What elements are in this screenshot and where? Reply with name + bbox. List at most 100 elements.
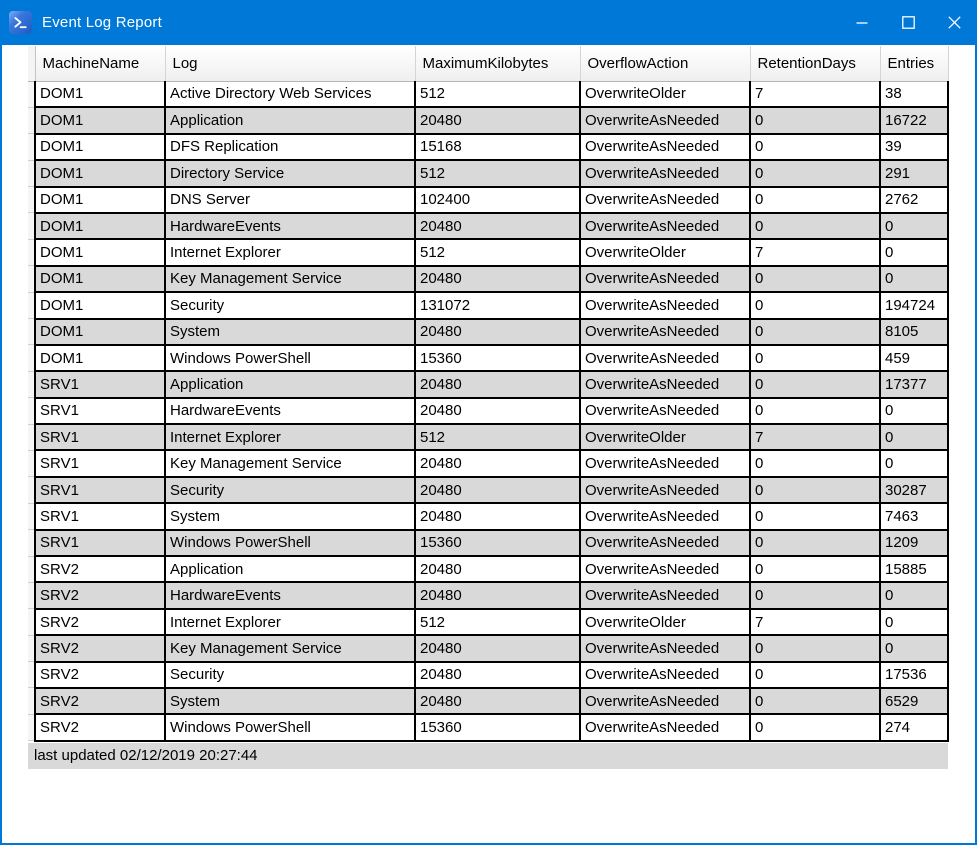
cell-entries[interactable]: 7463	[880, 503, 949, 531]
cell-maximum-kilobytes[interactable]: 512	[415, 424, 581, 452]
row-header-strip[interactable]	[28, 344, 36, 372]
table-row[interactable]: DOM1 DNS Server 102400 OverwriteAsNeeded 0 27…	[28, 186, 949, 214]
cell-machine-name[interactable]: SRV1	[35, 529, 166, 558]
column-header-machine-name[interactable]: MachineName	[35, 46, 166, 82]
cell-entries[interactable]: 16722	[880, 107, 949, 135]
cell-log[interactable]: System	[165, 318, 416, 346]
cell-overflow-action[interactable]: OverwriteAsNeeded	[580, 133, 751, 162]
row-header-strip[interactable]	[28, 107, 36, 135]
cell-overflow-action[interactable]: OverwriteAsNeeded	[580, 635, 751, 663]
cell-machine-name[interactable]: DOM1	[35, 292, 166, 320]
cell-machine-name[interactable]: SRV2	[35, 608, 166, 637]
cell-log[interactable]: Windows PowerShell	[165, 529, 416, 558]
row-header-strip[interactable]	[28, 476, 36, 504]
table-row[interactable]: SRV2 Internet Explorer 512 OverwriteOlder 7 0	[28, 608, 949, 637]
cell-overflow-action[interactable]: OverwriteAsNeeded	[580, 661, 751, 689]
cell-entries[interactable]: 0	[880, 239, 949, 267]
cell-retention-days[interactable]: 0	[750, 265, 881, 294]
cell-entries[interactable]: 15885	[880, 556, 949, 584]
cell-retention-days[interactable]: 7	[750, 239, 881, 267]
cell-entries[interactable]: 30287	[880, 476, 949, 505]
cell-machine-name[interactable]: DOM1	[35, 186, 166, 214]
cell-retention-days[interactable]: 0	[750, 582, 881, 610]
cell-log[interactable]: Security	[165, 476, 416, 505]
cell-overflow-action[interactable]: OverwriteOlder	[580, 608, 751, 637]
cell-machine-name[interactable]: SRV1	[35, 450, 166, 478]
cell-maximum-kilobytes[interactable]: 512	[415, 608, 581, 637]
cell-log[interactable]: Application	[165, 107, 416, 135]
cell-retention-days[interactable]: 0	[750, 107, 881, 135]
cell-maximum-kilobytes[interactable]: 20480	[415, 661, 581, 689]
cell-log[interactable]: Windows PowerShell	[165, 714, 416, 742]
cell-overflow-action[interactable]: OverwriteAsNeeded	[580, 450, 751, 478]
cell-machine-name[interactable]: DOM1	[35, 239, 166, 267]
cell-retention-days[interactable]: 0	[750, 160, 881, 188]
cell-maximum-kilobytes[interactable]: 15360	[415, 344, 581, 373]
cell-maximum-kilobytes[interactable]: 20480	[415, 212, 581, 241]
cell-log[interactable]: Key Management Service	[165, 635, 416, 663]
table-row[interactable]: DOM1 Internet Explorer 512 OverwriteOlder 7 0	[28, 239, 949, 267]
cell-overflow-action[interactable]: OverwriteAsNeeded	[580, 212, 751, 241]
cell-retention-days[interactable]: 0	[750, 529, 881, 558]
row-header-strip[interactable]	[28, 212, 36, 240]
table-row[interactable]: SRV2 Application 20480 OverwriteAsNeeded 0 15…	[28, 556, 949, 584]
cell-overflow-action[interactable]: OverwriteAsNeeded	[580, 107, 751, 135]
cell-machine-name[interactable]: DOM1	[35, 265, 166, 294]
cell-maximum-kilobytes[interactable]: 15360	[415, 529, 581, 558]
table-row[interactable]: SRV1 Key Management Service 20480 Overwrite…	[28, 450, 949, 478]
cell-log[interactable]: Directory Service	[165, 160, 416, 188]
table-row[interactable]: SRV1 Internet Explorer 512 OverwriteOlder 7 0	[28, 424, 949, 452]
cell-maximum-kilobytes[interactable]: 20480	[415, 687, 581, 716]
cell-entries[interactable]: 0	[880, 424, 949, 452]
cell-log[interactable]: DFS Replication	[165, 133, 416, 162]
cell-log[interactable]: Key Management Service	[165, 450, 416, 478]
column-header-maximum-kilobytes[interactable]: MaximumKilobytes	[415, 46, 581, 82]
cell-maximum-kilobytes[interactable]: 20480	[415, 371, 581, 399]
cell-maximum-kilobytes[interactable]: 20480	[415, 397, 581, 426]
table-row[interactable]: SRV2 Security 20480 OverwriteAsNeeded 0 17536	[28, 661, 949, 689]
cell-entries[interactable]: 8105	[880, 318, 949, 346]
cell-entries[interactable]: 194724	[880, 292, 949, 320]
cell-machine-name[interactable]: SRV1	[35, 476, 166, 505]
cell-overflow-action[interactable]: OverwriteOlder	[580, 424, 751, 452]
cell-retention-days[interactable]: 0	[750, 318, 881, 346]
cell-machine-name[interactable]: SRV2	[35, 687, 166, 716]
cell-log[interactable]: Application	[165, 556, 416, 584]
cell-overflow-action[interactable]: OverwriteAsNeeded	[580, 397, 751, 426]
select-all-corner[interactable]	[28, 46, 36, 82]
cell-overflow-action[interactable]: OverwriteAsNeeded	[580, 529, 751, 558]
cell-overflow-action[interactable]: OverwriteAsNeeded	[580, 582, 751, 610]
close-button[interactable]	[931, 0, 977, 45]
cell-retention-days[interactable]: 0	[750, 186, 881, 214]
cell-entries[interactable]: 0	[880, 212, 949, 241]
cell-entries[interactable]: 38	[880, 81, 949, 109]
table-row[interactable]: DOM1 DFS Replication 15168 OverwriteAsNeede…	[28, 133, 949, 162]
cell-maximum-kilobytes[interactable]: 512	[415, 239, 581, 267]
cell-log[interactable]: Key Management Service	[165, 265, 416, 294]
cell-retention-days[interactable]: 0	[750, 450, 881, 478]
cell-entries[interactable]: 0	[880, 635, 949, 663]
cell-overflow-action[interactable]: OverwriteAsNeeded	[580, 292, 751, 320]
row-header-strip[interactable]	[28, 160, 36, 188]
cell-log[interactable]: HardwareEvents	[165, 397, 416, 426]
cell-overflow-action[interactable]: OverwriteAsNeeded	[580, 318, 751, 346]
table-row[interactable]: DOM1 Application 20480 OverwriteAsNeeded 0 16…	[28, 107, 949, 135]
cell-log[interactable]: Internet Explorer	[165, 608, 416, 637]
cell-log[interactable]: HardwareEvents	[165, 582, 416, 610]
row-header-strip[interactable]	[28, 714, 36, 742]
cell-overflow-action[interactable]: OverwriteAsNeeded	[580, 687, 751, 716]
row-header-strip[interactable]	[28, 186, 36, 214]
cell-retention-days[interactable]: 0	[750, 371, 881, 399]
cell-machine-name[interactable]: DOM1	[35, 160, 166, 188]
column-header-entries[interactable]: Entries	[880, 46, 949, 82]
row-header-strip[interactable]	[28, 318, 36, 346]
cell-machine-name[interactable]: SRV1	[35, 371, 166, 399]
cell-entries[interactable]: 0	[880, 450, 949, 478]
cell-log[interactable]: Security	[165, 661, 416, 689]
cell-maximum-kilobytes[interactable]: 102400	[415, 186, 581, 214]
cell-machine-name[interactable]: SRV1	[35, 503, 166, 531]
cell-machine-name[interactable]: SRV2	[35, 582, 166, 610]
cell-log[interactable]: Application	[165, 371, 416, 399]
row-header-strip[interactable]	[28, 292, 36, 320]
cell-maximum-kilobytes[interactable]: 512	[415, 81, 581, 109]
